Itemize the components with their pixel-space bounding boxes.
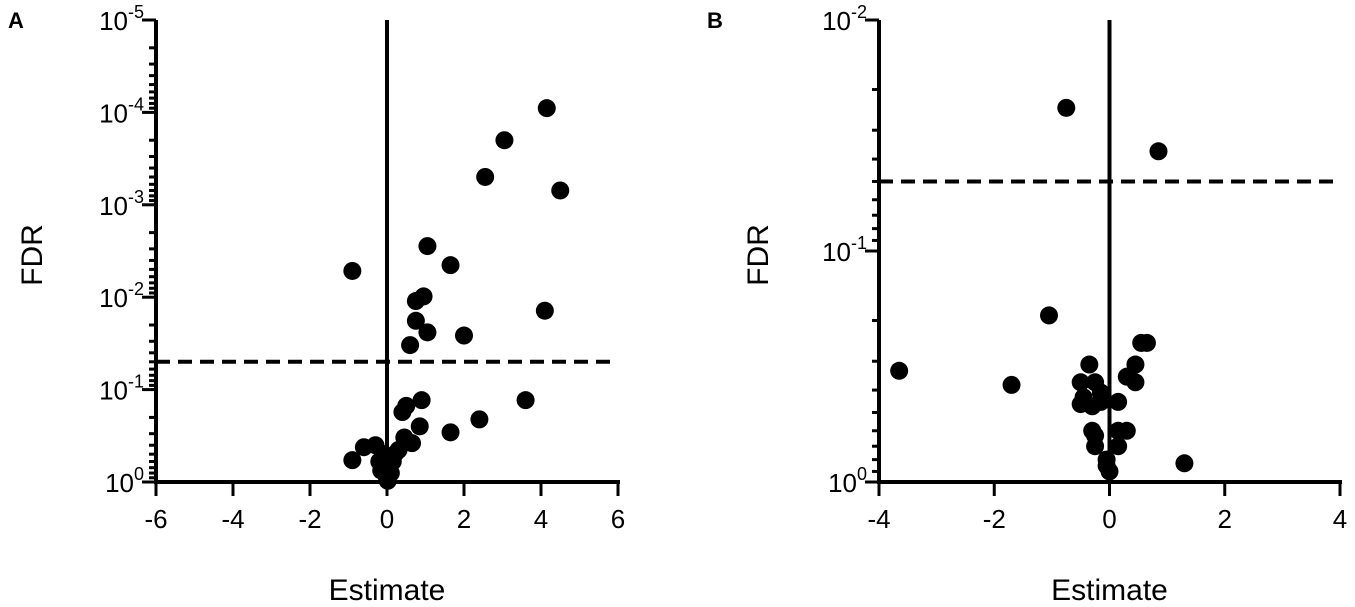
y-tick-label: 10-1 (822, 233, 867, 267)
data-point (1002, 375, 1021, 394)
data-point (1039, 306, 1058, 325)
data-point (1137, 333, 1156, 352)
y-tick-label: 10-1 (99, 372, 144, 406)
data-point (1109, 437, 1128, 456)
data-point (551, 181, 570, 200)
y-tick-label: 10-2 (99, 279, 144, 313)
x-axis-title: Estimate (329, 574, 446, 607)
panel-label: A (8, 8, 24, 33)
data-point (343, 451, 362, 470)
data-point (378, 471, 397, 490)
x-tick-label: -4 (867, 504, 890, 534)
y-axis-title: FDR (742, 224, 775, 286)
data-point (1175, 454, 1194, 473)
data-point (1126, 373, 1145, 392)
panel-label: B (707, 8, 723, 33)
x-tick-label: 0 (380, 504, 394, 534)
y-tick-label: 100 (105, 464, 144, 498)
data-point (1100, 462, 1119, 481)
x-tick-label: 6 (611, 504, 625, 534)
y-tick-label: 10-3 (99, 187, 144, 221)
x-axis-title: Estimate (1051, 574, 1168, 607)
data-point (537, 99, 556, 118)
data-point (1080, 355, 1099, 374)
x-tick-label: 2 (1218, 504, 1232, 534)
data-point (406, 311, 425, 330)
x-tick-label: 2 (457, 504, 471, 534)
data-point (403, 434, 422, 453)
y-tick-label: 10-4 (99, 94, 144, 128)
data-point (455, 326, 473, 345)
y-tick-label: 100 (828, 464, 867, 498)
x-tick-label: -2 (298, 504, 321, 534)
data-point (1086, 437, 1105, 456)
x-tick-label: 0 (1102, 504, 1116, 534)
x-tick-label: -2 (983, 504, 1006, 534)
x-tick-label: 4 (1333, 504, 1347, 534)
data-point (343, 261, 362, 280)
data-point (410, 417, 429, 436)
x-tick-label: -6 (144, 504, 167, 534)
data-point (354, 438, 373, 457)
data-point (418, 237, 437, 256)
chart-panel-b: B 100 10-1 10-2 -4 -2 0 2 4 FDR Estimate (707, 2, 1347, 607)
data-point (495, 131, 514, 150)
data-point (441, 423, 460, 442)
data-point (1109, 392, 1128, 411)
chart-panel-a: A 100 10-1 10-2 10-3 10-4 10-5 -6 -4 -2 0 2 4 6 FDR Est… (8, 2, 625, 607)
data-point (406, 292, 425, 311)
x-tick-label: 4 (534, 504, 548, 534)
data-point (393, 403, 412, 422)
data-point (516, 391, 535, 410)
data-point (470, 410, 489, 429)
data-point (476, 167, 495, 186)
y-tick-label: 10-5 (99, 2, 144, 36)
data-point (412, 391, 431, 410)
data-point (1149, 142, 1168, 161)
data-point (535, 301, 554, 320)
x-tick-label: -4 (221, 504, 244, 534)
y-tick-label: 10-2 (822, 2, 867, 36)
data-point (418, 323, 437, 342)
data-point (1091, 392, 1110, 411)
data-point (1117, 421, 1136, 440)
data-point (441, 256, 460, 275)
data-point (1057, 98, 1076, 117)
data-point (1071, 373, 1090, 392)
data-point (890, 361, 909, 380)
data-point (401, 336, 420, 355)
y-axis-title: FDR (16, 224, 49, 286)
